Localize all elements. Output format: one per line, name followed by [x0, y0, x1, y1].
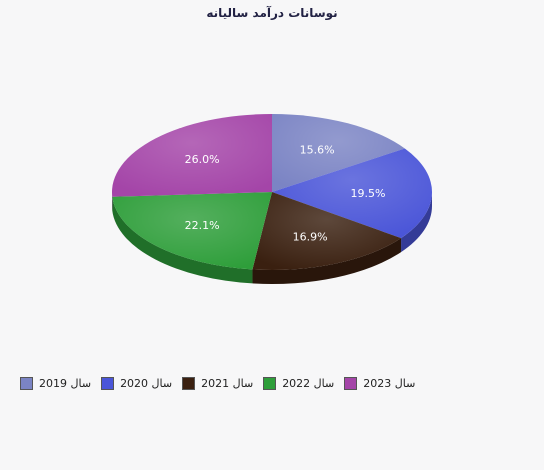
legend-label-2021: سال 2021 [201, 377, 254, 390]
legend-item-2023[interactable]: سال 2023 [344, 377, 415, 390]
legend-swatch-2021 [182, 377, 196, 390]
legend-item-2022[interactable]: سال 2022 [263, 377, 334, 390]
legend-item-2021[interactable]: سال 2021 [182, 377, 253, 390]
pie-slice-shine-0 [272, 114, 405, 192]
pie-slice-side-2 [252, 238, 402, 285]
pie-slice-label-0: 15.6% [300, 143, 335, 156]
legend-swatch-2019 [20, 377, 33, 390]
pie-slice-side-3 [112, 196, 253, 284]
legend-swatch-2023 [344, 377, 358, 390]
pie-slice-shine-3 [112, 192, 273, 270]
pie-slice-shine-1 [272, 148, 432, 239]
legend-item-2019[interactable]: سال 2019 [20, 377, 91, 390]
pie-slice-label-1: 19.5% [351, 187, 386, 200]
legend-label-2022: سال 2022 [282, 377, 335, 390]
legend-swatch-2020 [101, 377, 115, 390]
legend-swatch-2022 [263, 377, 277, 390]
pie-slice-shine-4 [111, 114, 272, 197]
legend-label-2023: سال 2023 [363, 377, 416, 390]
pie-slice-label-2: 16.9% [293, 230, 328, 243]
pie-slice-side-1 [401, 192, 432, 253]
chart-title: نوسانات درآمد سالیانه [206, 6, 338, 20]
pie-slice-label-3: 22.1% [185, 219, 220, 232]
pie-slice-label-4: 26.0% [185, 153, 220, 166]
legend: سال 2019 سال 2020 سال 2021 سال 2022 سال … [20, 377, 425, 390]
legend-label-2020: سال 2020 [120, 377, 173, 390]
legend-label-2019: سال 2019 [39, 377, 92, 390]
pie-slice-shine-2 [252, 192, 402, 271]
legend-item-2020[interactable]: سال 2020 [101, 377, 172, 390]
